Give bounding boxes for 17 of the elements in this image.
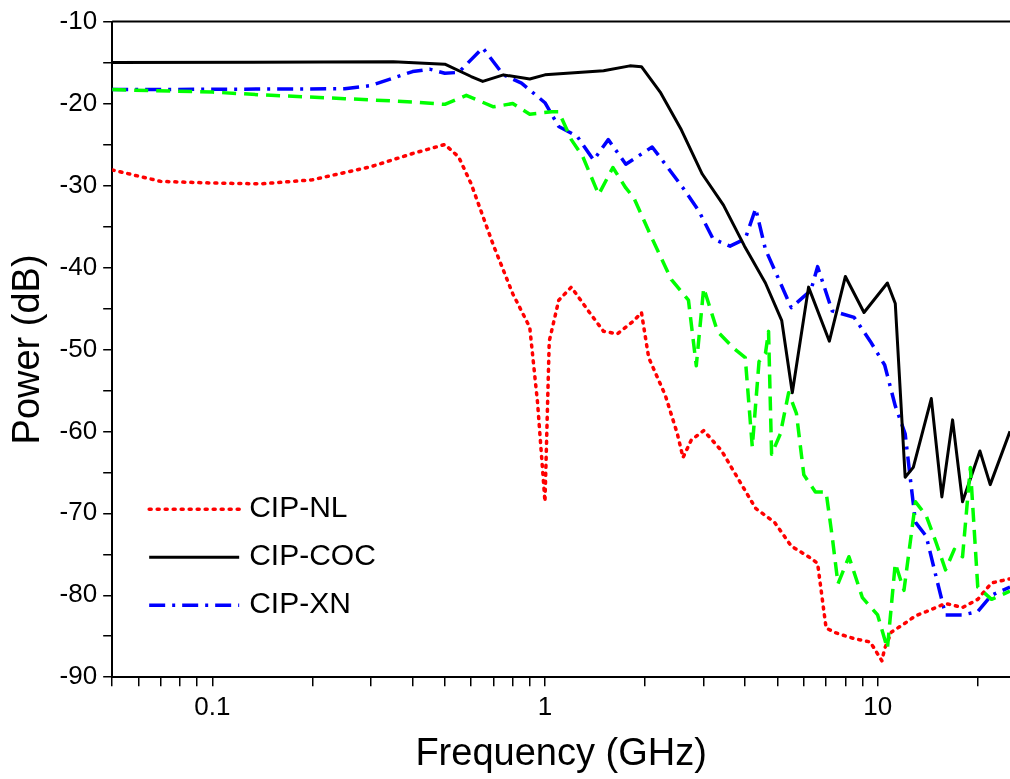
legend-label: CIP-COC (249, 538, 376, 572)
x-tick-label: 0.1 (194, 690, 231, 721)
x-axis-title: Frequency (GHz) (415, 730, 707, 773)
legend-label: CIP-XN (249, 586, 351, 620)
y-tick-label: -20 (59, 86, 98, 117)
y-axis-title: Power (dB) (5, 254, 48, 445)
y-tick-label: -30 (59, 168, 98, 199)
y-tick-label: -70 (59, 496, 98, 527)
y-tick-label: -50 (59, 332, 98, 363)
y-tick-label: -60 (59, 414, 98, 445)
y-tick-label: -40 (59, 250, 98, 281)
x-tick-label: 1 (537, 690, 553, 721)
x-tick-label: 10 (863, 690, 893, 721)
y-tick-label: -80 (59, 578, 98, 609)
legend-label: CIP-NL (249, 490, 348, 524)
y-tick-label: -10 (59, 4, 98, 35)
y-tick-label: -90 (59, 660, 98, 691)
